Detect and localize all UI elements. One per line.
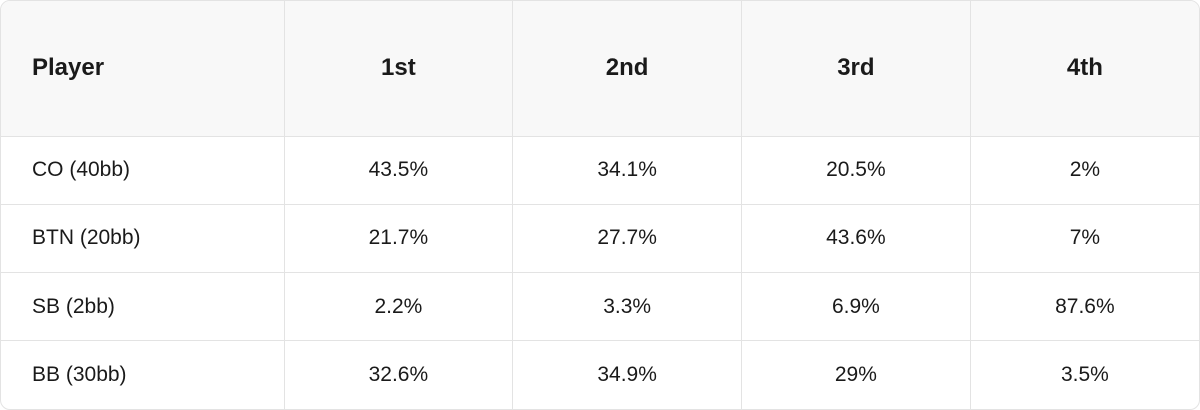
player-cell: BB (30bb) [1,340,285,409]
table-row: SB (2bb) 2.2% 3.3% 6.9% 87.6% [1,272,1199,342]
header-row: Player 1st 2nd 3rd 4th [1,1,1199,137]
header-cell: 2nd [512,1,742,137]
table-row: BB (30bb) 32.6% 34.9% 29% 3.5% [1,340,1199,409]
percent-cell: 3.5% [1060,363,1109,387]
table-body: CO (40bb) 43.5% 34.1% 20.5% 2% BTN (20bb) 21.7… [1,136,1199,409]
table-row: BTN (20bb) 21.7% 27.7% 43.6% 7% [1,204,1199,274]
player-cell: CO (40bb) [1,136,285,205]
percent-cell: 27.7% [512,204,742,274]
percent-cell: 6.9% [741,272,971,342]
table-header: Player 1st 2nd 3rd 4th [1,1,1199,137]
header-cell: 3rd [741,1,971,137]
percent-cell: 43.5% [284,136,514,205]
percent-cell: 34.9% [512,340,742,409]
percent-cell: 2% [970,136,1199,205]
percent-cell: 32.6% [284,340,514,409]
percent-cell: 2.2% [284,272,514,342]
header-cell: Player [1,1,285,137]
percent-cell: 43.6% [741,204,971,274]
percent-cell: 21.7% [284,204,514,274]
percent-cell: 29% [741,340,971,409]
player-cell: BTN (20bb) [1,204,285,274]
percent-cell: 20.5% [741,136,971,205]
header-cell: 1st [284,1,514,137]
percent-cell: 7% [970,204,1199,274]
percent-cell: 34.1% [512,136,742,205]
percent-cell: 3.3% [512,272,742,342]
percent-cell: 87.6% [970,272,1199,342]
header-cell: 4th [970,1,1199,137]
player-cell: SB (2bb) [1,272,285,342]
table-row: CO (40bb) 43.5% 34.1% 20.5% 2% [1,136,1199,205]
